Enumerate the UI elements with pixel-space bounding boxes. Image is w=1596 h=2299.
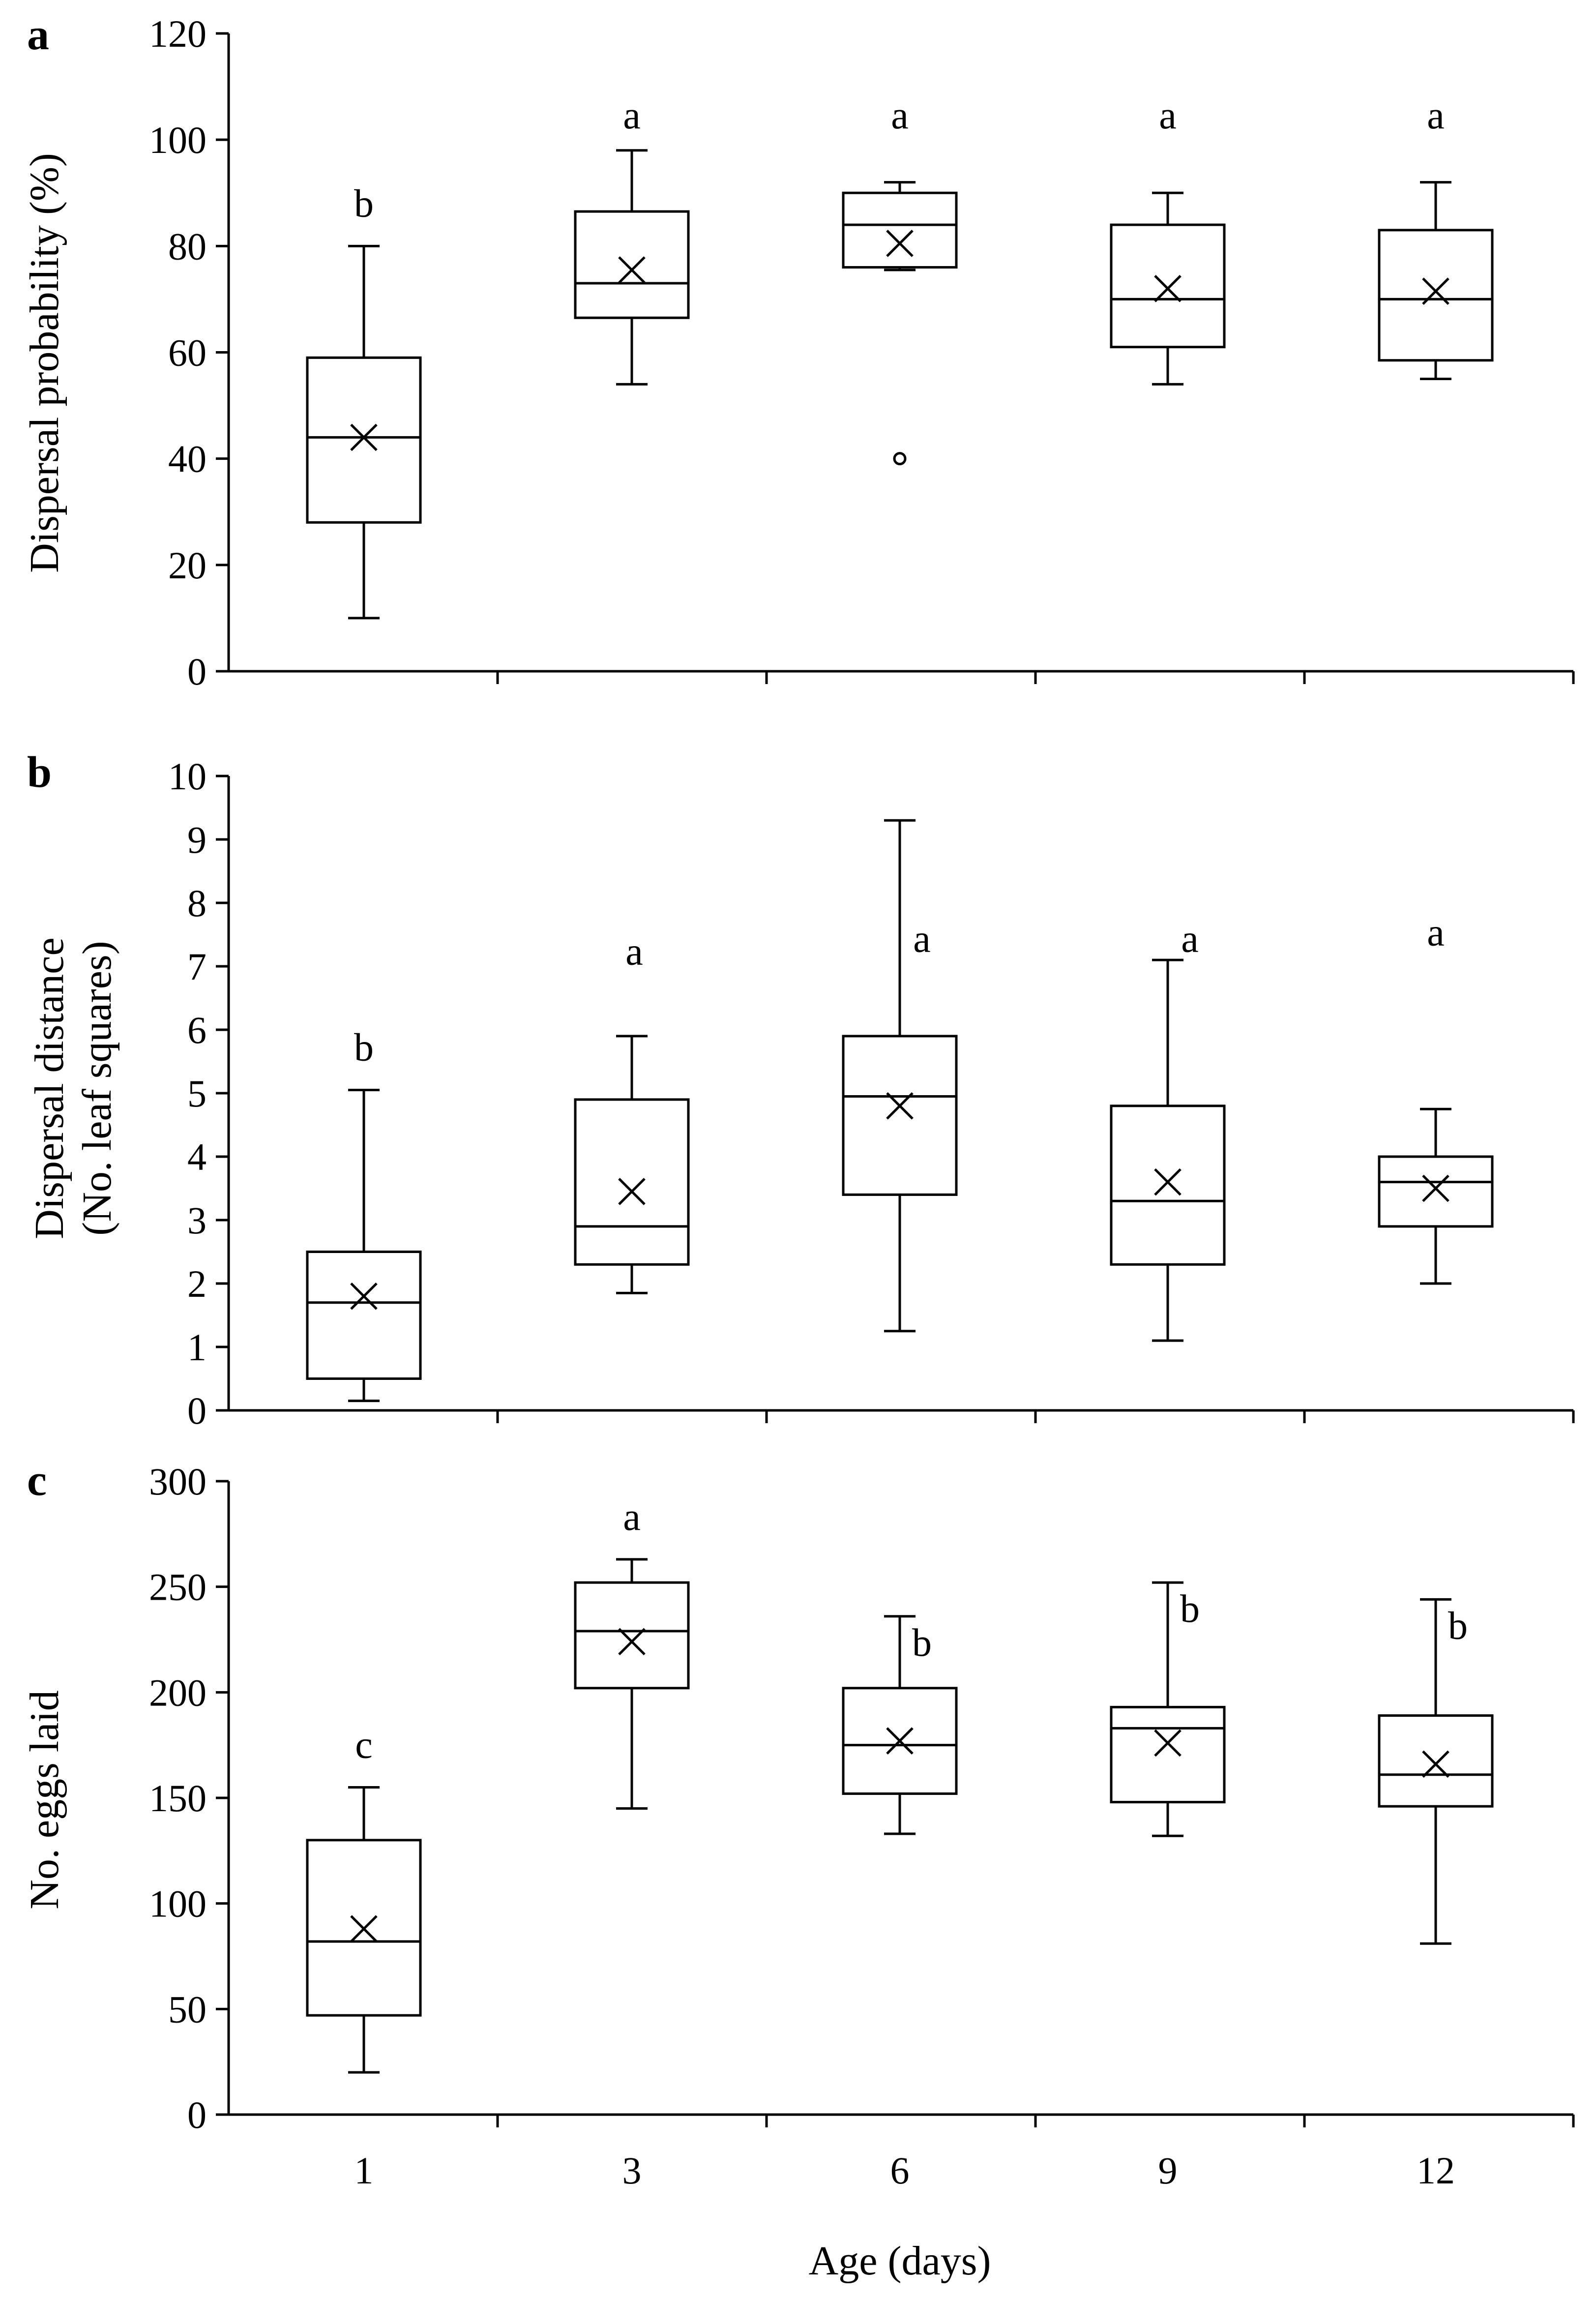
panel-a-plot: 0 20 40 60 80 100 120 b a a a a [149,12,1575,693]
mean-marker [886,1727,914,1755]
mean-marker [618,1628,646,1656]
mean-marker [1154,275,1182,302]
y-tick-label: 7 [187,945,207,988]
box-iqr [306,1251,422,1380]
mean-marker [1422,277,1449,305]
significance-letter: a [1159,94,1177,137]
y-tick-label: 10 [168,755,207,798]
mean-marker [1154,1168,1182,1196]
mean-marker [886,1092,914,1120]
box-iqr [1110,223,1226,349]
y-tick-label: 8 [187,882,207,925]
mean-marker [1154,1729,1182,1757]
box-iqr [1378,1155,1494,1228]
panel-b-y-axis-title-line2: (No. leaf squares) [74,941,120,1235]
outlier-point [893,452,907,466]
significance-letter: b [354,182,374,225]
y-tick-label: 9 [187,818,207,861]
box-iqr [574,1098,690,1266]
box-iqr [574,210,690,319]
y-tick-label: 50 [168,1988,207,2030]
box-iqr [842,191,958,269]
box-iqr [1110,1105,1226,1266]
significance-letter: a [625,930,643,973]
panel-a-y-axis-title: Dispersal probability (%) [22,153,67,573]
mean-marker [1422,1174,1449,1202]
box-iqr [842,1035,958,1196]
y-tick-label: 0 [187,1389,207,1432]
panel-a: a Dispersal probability (%) 0 20 40 60 80 100… [22,10,1575,693]
y-tick-label: 120 [149,12,207,55]
panel-letter-b: b [27,748,52,797]
y-tick-label: 20 [168,544,207,587]
significance-letter: b [354,1026,374,1070]
significance-letter: a [623,1495,641,1539]
significance-letter: a [623,94,641,137]
significance-letter: b [1180,1587,1200,1631]
mean-marker [350,1283,378,1310]
panel-b-plot: 0 1 2 3 4 5 6 7 8 9 10 b a a a a [168,755,1575,1432]
significance-letter: c [355,1724,373,1767]
y-tick-label: 300 [149,1460,207,1503]
panel-letter-c: c [27,1456,47,1505]
mean-marker [618,1178,646,1205]
significance-letter: a [1181,918,1199,961]
box-iqr [306,356,422,524]
y-tick-label: 40 [168,438,207,480]
significance-letter: a [891,94,909,137]
y-tick-label: 100 [149,119,207,161]
x-tick-label: 12 [1417,2149,1455,2192]
significance-letter: a [1427,94,1445,137]
mean-marker [618,256,646,284]
y-tick-label: 4 [187,1135,207,1178]
mean-marker [886,230,914,257]
box-iqr [574,1581,690,1690]
y-tick-label: 150 [149,1777,207,1820]
y-tick-label: 0 [187,650,207,693]
y-tick-label: 100 [149,1882,207,1925]
x-tick-label: 3 [622,2149,642,2192]
x-axis-title: Age (days) [809,2238,991,2284]
significance-letter: b [1448,1604,1468,1647]
mean-marker [1422,1750,1449,1778]
y-tick-label: 200 [149,1671,207,1714]
x-tick-label: 6 [890,2149,910,2192]
y-tick-label: 3 [187,1199,207,1242]
y-tick-label: 6 [187,1009,207,1051]
panel-c-y-axis-title: No. eggs laid [22,1690,67,1910]
y-tick-label: 80 [168,225,207,268]
box-iqr [1110,1705,1226,1804]
x-tick-label: 1 [355,2149,374,2192]
significance-letter: a [913,918,931,961]
y-tick-label: 0 [187,2093,207,2136]
box-iqr [842,1687,958,1795]
y-tick-label: 250 [149,1566,207,1609]
y-tick-label: 5 [187,1072,207,1115]
x-tick-label: 9 [1158,2149,1178,2192]
y-tick-label: 1 [187,1326,207,1369]
significance-letter: a [1427,911,1445,955]
y-tick-label: 60 [168,331,207,374]
panel-c-plot: 0 50 100 150 200 250 300 1 3 6 9 12 c a b b b [149,1460,1575,2192]
panel-letter-a: a [27,10,49,59]
panel-b-y-axis-title-line1: Dispersal distance [27,937,72,1239]
box-iqr [1378,1714,1494,1808]
mean-marker [350,423,378,451]
panel-c: c No. eggs laid 0 50 100 150 200 250 300 1 3 6 9 12… [22,1456,1575,2192]
box-iqr [1378,229,1494,362]
mean-marker [350,1915,378,1942]
significance-letter: b [912,1621,932,1665]
panel-b: b Dispersal distance (No. leaf squares) … [27,748,1575,1432]
y-tick-label: 2 [187,1262,207,1305]
